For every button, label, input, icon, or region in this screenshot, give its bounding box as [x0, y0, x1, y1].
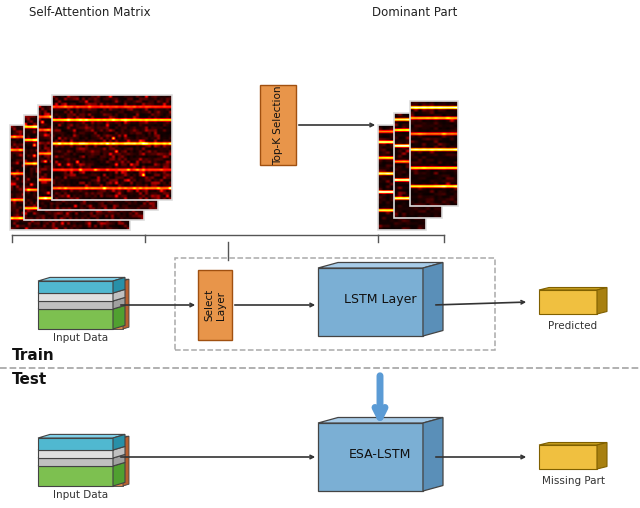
Text: ESA-LSTM: ESA-LSTM: [349, 448, 411, 460]
Polygon shape: [113, 290, 125, 301]
Polygon shape: [539, 290, 597, 314]
Text: Input Data: Input Data: [53, 490, 109, 500]
Polygon shape: [318, 263, 443, 268]
Bar: [52, 95, 172, 200]
Polygon shape: [38, 434, 125, 438]
Polygon shape: [539, 442, 607, 445]
Polygon shape: [423, 263, 443, 336]
Polygon shape: [38, 305, 125, 309]
Polygon shape: [38, 438, 113, 450]
Text: Select
Layer: Select Layer: [204, 289, 226, 321]
Polygon shape: [38, 309, 113, 329]
Polygon shape: [123, 436, 129, 486]
Text: Self-Attention Matrix: Self-Attention Matrix: [29, 6, 151, 18]
Polygon shape: [38, 458, 113, 466]
Bar: [378, 125, 426, 230]
Polygon shape: [539, 288, 607, 290]
Polygon shape: [423, 418, 443, 491]
Polygon shape: [113, 277, 125, 293]
Bar: [10, 125, 130, 230]
Polygon shape: [318, 418, 443, 423]
Polygon shape: [123, 279, 129, 329]
Polygon shape: [38, 301, 113, 309]
Polygon shape: [113, 436, 129, 438]
Polygon shape: [113, 305, 125, 329]
Polygon shape: [113, 454, 125, 466]
Polygon shape: [597, 288, 607, 314]
Polygon shape: [38, 290, 125, 293]
Polygon shape: [38, 462, 125, 466]
Polygon shape: [38, 277, 125, 281]
Text: Predicted: Predicted: [548, 321, 598, 331]
Polygon shape: [113, 281, 123, 329]
Bar: [38, 105, 158, 210]
Text: Dominant Part: Dominant Part: [372, 6, 458, 18]
FancyBboxPatch shape: [260, 85, 296, 165]
Bar: [24, 115, 144, 220]
Polygon shape: [113, 438, 123, 486]
Text: Input Data: Input Data: [53, 333, 109, 343]
Polygon shape: [38, 450, 113, 458]
Polygon shape: [113, 297, 125, 309]
Polygon shape: [38, 447, 125, 450]
Bar: [175, 258, 495, 350]
Polygon shape: [597, 442, 607, 469]
Polygon shape: [113, 447, 125, 458]
Bar: [410, 101, 458, 206]
Polygon shape: [539, 445, 597, 469]
Text: Top-K Selection: Top-K Selection: [273, 85, 283, 165]
Polygon shape: [38, 293, 113, 301]
Polygon shape: [318, 423, 423, 491]
Polygon shape: [318, 268, 423, 336]
Polygon shape: [38, 297, 125, 301]
Polygon shape: [38, 281, 113, 293]
Text: LSTM Layer: LSTM Layer: [344, 293, 416, 305]
Text: Test: Test: [12, 372, 47, 388]
Bar: [394, 113, 442, 218]
Text: Missing Part: Missing Part: [541, 476, 605, 486]
Polygon shape: [113, 434, 125, 450]
Polygon shape: [113, 462, 125, 486]
Polygon shape: [113, 279, 129, 281]
FancyBboxPatch shape: [198, 270, 232, 340]
Polygon shape: [38, 454, 125, 458]
Polygon shape: [38, 466, 113, 486]
Text: Train: Train: [12, 348, 55, 364]
